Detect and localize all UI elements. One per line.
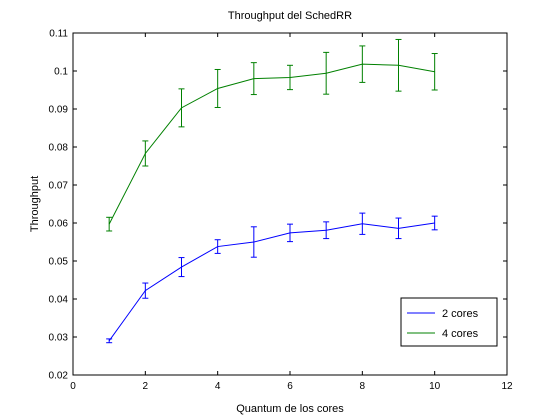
legend-label: 2 cores xyxy=(442,308,479,320)
y-tick-label: 0.08 xyxy=(49,143,69,154)
series-1 xyxy=(106,212,438,344)
error-bar xyxy=(395,38,402,92)
error-bar xyxy=(214,68,221,108)
error-bar xyxy=(431,215,438,231)
x-tick-label: 8 xyxy=(360,381,366,392)
legend-item: 2 cores xyxy=(407,308,479,320)
x-tick-label: 0 xyxy=(70,381,76,392)
y-tick-label: 0.07 xyxy=(49,181,69,192)
error-bar xyxy=(323,51,330,95)
y-tick-label: 0.04 xyxy=(49,295,69,306)
y-tick-label: 0.09 xyxy=(49,105,69,116)
x-tick-label: 2 xyxy=(143,381,149,392)
y-tick-label: 0.1 xyxy=(54,67,68,78)
error-bar xyxy=(250,62,257,96)
error-bar xyxy=(178,257,185,278)
y-tick-label: 0.03 xyxy=(49,333,69,344)
error-bar xyxy=(106,338,113,344)
error-bar xyxy=(359,45,366,83)
error-bar xyxy=(106,216,113,232)
axis-ticks: 0 2 4 6 8 10 12 0.02 0.03 0.04 0.05 0.06 0.07 0.08 0.0… xyxy=(49,29,513,393)
series-line xyxy=(108,63,435,225)
x-tick-label: 10 xyxy=(429,381,441,392)
error-bar xyxy=(287,223,293,243)
y-tick-label: 0.02 xyxy=(49,371,69,382)
series-layer xyxy=(106,38,438,344)
error-bar xyxy=(323,221,330,240)
error-bar xyxy=(214,239,221,254)
x-tick-label: 6 xyxy=(287,381,293,392)
error-bar xyxy=(431,53,438,91)
legend: 2 cores 4 cores xyxy=(400,297,498,347)
series-2 xyxy=(106,38,438,232)
legend-box xyxy=(400,297,498,347)
y-axis-label: Throughput xyxy=(29,176,41,232)
error-bar xyxy=(287,64,293,91)
x-tick-label: 12 xyxy=(501,381,513,392)
error-bar xyxy=(178,88,185,128)
y-tick-label: 0.05 xyxy=(49,257,69,268)
error-bar xyxy=(395,217,402,240)
error-bar xyxy=(142,282,149,299)
series-line xyxy=(108,222,435,342)
chart-title: Throughput del SchedRR xyxy=(228,10,352,22)
x-axis-label: Quantum de los cores xyxy=(236,403,344,415)
error-bar xyxy=(142,140,149,167)
y-tick-label: 0.06 xyxy=(49,219,69,230)
legend-item: 4 cores xyxy=(407,328,479,340)
legend-label: 4 cores xyxy=(442,328,479,340)
x-tick-label: 4 xyxy=(215,381,221,392)
error-bar xyxy=(250,226,257,258)
y-tick-label: 0.11 xyxy=(49,29,68,40)
error-bar xyxy=(359,212,366,235)
